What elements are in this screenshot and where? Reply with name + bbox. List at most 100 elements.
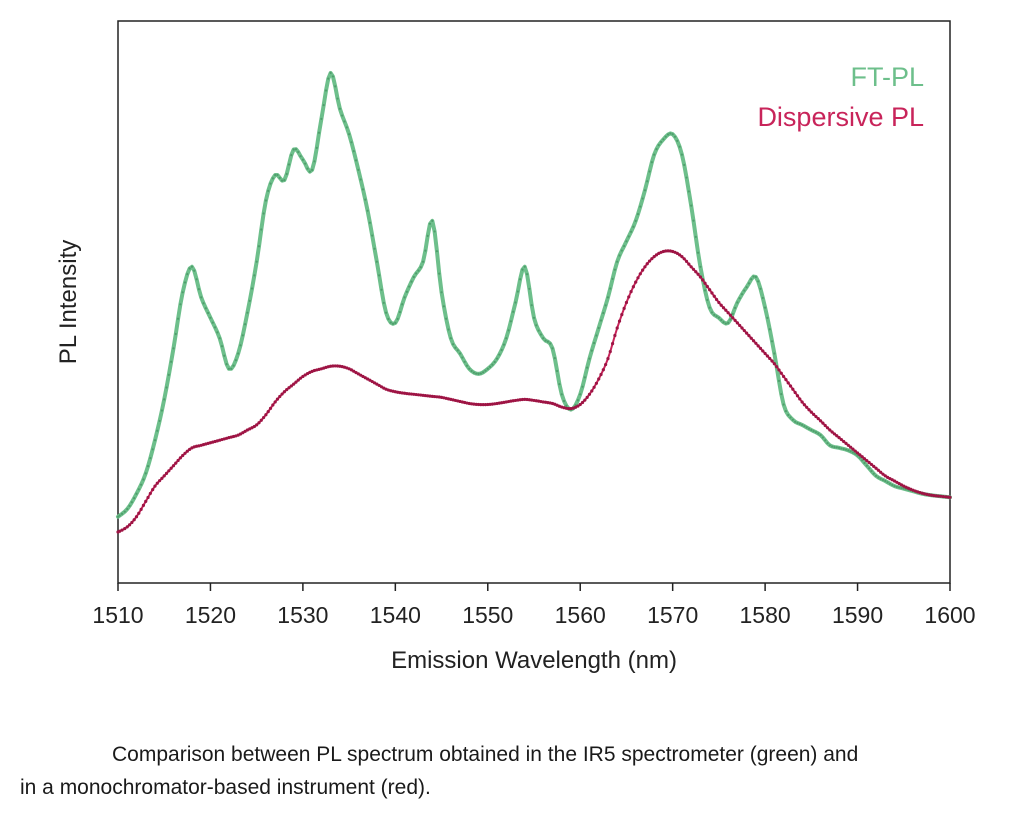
ft-pl-point: [500, 348, 503, 352]
ft-pl-point: [604, 304, 607, 307]
ft-pl-point: [537, 329, 540, 332]
dispersive-pl-point: [613, 333, 617, 338]
dispersive-pl-point: [275, 397, 280, 401]
dispersive-pl-point: [948, 495, 952, 499]
ft-pl-point: [322, 104, 325, 107]
ft-pl-point: [556, 369, 559, 373]
x-tick-label: 1510: [92, 602, 143, 628]
dispersive-pl-point: [839, 437, 843, 442]
ft-pl-point: [898, 486, 901, 489]
ft-pl-point: [770, 340, 774, 343]
dispersive-pl-point: [867, 460, 871, 465]
dispersive-pl-point: [262, 415, 266, 420]
dispersive-pl-point: [158, 479, 162, 483]
ft-pl-point: [260, 228, 263, 231]
dispersive-pl-point: [423, 393, 427, 398]
dispersive-pl-point: [271, 403, 275, 407]
ft-pl-point: [373, 247, 376, 250]
ft-pl-point: [539, 333, 543, 336]
ft-pl-point: [237, 352, 240, 355]
ft-pl-point: [186, 273, 189, 276]
ft-pl-point: [805, 426, 808, 429]
dispersive-pl-point: [779, 371, 783, 375]
ft-pl-point: [262, 212, 265, 215]
ft-pl-point: [902, 487, 905, 490]
ft-pl-point: [669, 132, 672, 135]
ft-pl-point: [352, 149, 355, 153]
dispersive-pl-point: [798, 397, 802, 401]
ft-pl-point: [824, 439, 827, 442]
ft-pl-point: [403, 296, 406, 299]
ft-pl-point: [472, 371, 476, 374]
ft-pl-point: [274, 173, 277, 177]
dispersive-pl-point: [872, 464, 876, 468]
x-tick-label: 1570: [647, 602, 698, 628]
dispersive-pl-point: [717, 300, 721, 305]
ft-pl-point: [415, 272, 418, 275]
dispersive-pl-point: [687, 262, 691, 266]
ft-pl-point: [167, 373, 170, 376]
dispersive-pl-point: [118, 529, 122, 533]
ft-pl-point: [394, 321, 397, 324]
dispersive-pl-point: [285, 388, 289, 392]
ft-pl-point: [819, 434, 822, 437]
ft-pl-point: [188, 267, 191, 270]
dispersive-pl-point: [294, 380, 298, 384]
ft-pl-point: [629, 230, 633, 233]
ft-pl-point: [606, 296, 610, 299]
ft-pl-point: [847, 449, 850, 452]
dispersive-pl-point: [862, 457, 867, 461]
ft-pl-point: [327, 77, 330, 80]
ft-pl-point: [842, 447, 845, 451]
ft-pl-point: [798, 422, 801, 425]
dispersive-pl-point: [627, 295, 631, 299]
ft-pl-point: [482, 371, 485, 374]
ft-pl-point: [431, 219, 434, 222]
dispersive-pl-point: [749, 336, 753, 340]
ft-pl-point: [634, 219, 637, 222]
ft-pl-point: [329, 71, 332, 75]
dispersive-pl-point: [176, 458, 180, 463]
ft-pl-point: [290, 154, 293, 157]
ft-pl-point: [350, 141, 353, 144]
ft-pl-point: [671, 133, 674, 136]
ft-pl-line: [116, 71, 952, 519]
ft-pl-point: [146, 465, 150, 468]
dispersive-pl-point: [130, 520, 134, 525]
dispersive-pl-point: [643, 265, 647, 269]
dispersive-pl-point: [944, 495, 948, 499]
ft-pl-point: [495, 357, 499, 360]
dispersive-pl-point: [479, 403, 483, 407]
dispersive-pl-point: [599, 372, 603, 377]
ft-pl-point: [736, 301, 739, 304]
dispersive-pl-point: [694, 270, 698, 274]
dispersive-pl-point: [419, 393, 423, 397]
ft-pl-point: [195, 278, 198, 281]
ft-pl-point: [780, 393, 783, 396]
ft-pl-point: [361, 188, 365, 191]
x-tick-label: 1540: [370, 602, 421, 628]
dispersive-pl-point: [188, 447, 192, 451]
ft-pl-point: [576, 399, 580, 402]
dispersive-pl-point: [162, 474, 166, 478]
ft-pl-point: [535, 324, 538, 327]
ft-pl-point: [426, 234, 429, 237]
dispersive-pl-point: [301, 374, 305, 379]
ft-pl-point: [623, 244, 626, 248]
dispersive-pl-point: [775, 365, 779, 369]
dispersive-pl-point: [354, 370, 358, 375]
dispersive-pl-point: [698, 275, 703, 279]
dispersive-pl-point: [858, 453, 862, 457]
dispersive-pl-point: [474, 402, 478, 406]
dispersive-pl-point: [708, 288, 712, 292]
ft-pl-point: [648, 170, 651, 173]
dispersive-pl-point: [765, 354, 770, 358]
ft-pl-point: [690, 204, 693, 207]
ft-pl-point: [484, 369, 487, 372]
ft-pl-point: [794, 420, 797, 423]
ft-pl-point: [708, 306, 711, 309]
dispersive-pl-point: [745, 331, 749, 335]
ft-pl-point: [468, 367, 471, 370]
ft-pl-point: [498, 353, 501, 356]
ft-pl-point: [470, 369, 473, 373]
